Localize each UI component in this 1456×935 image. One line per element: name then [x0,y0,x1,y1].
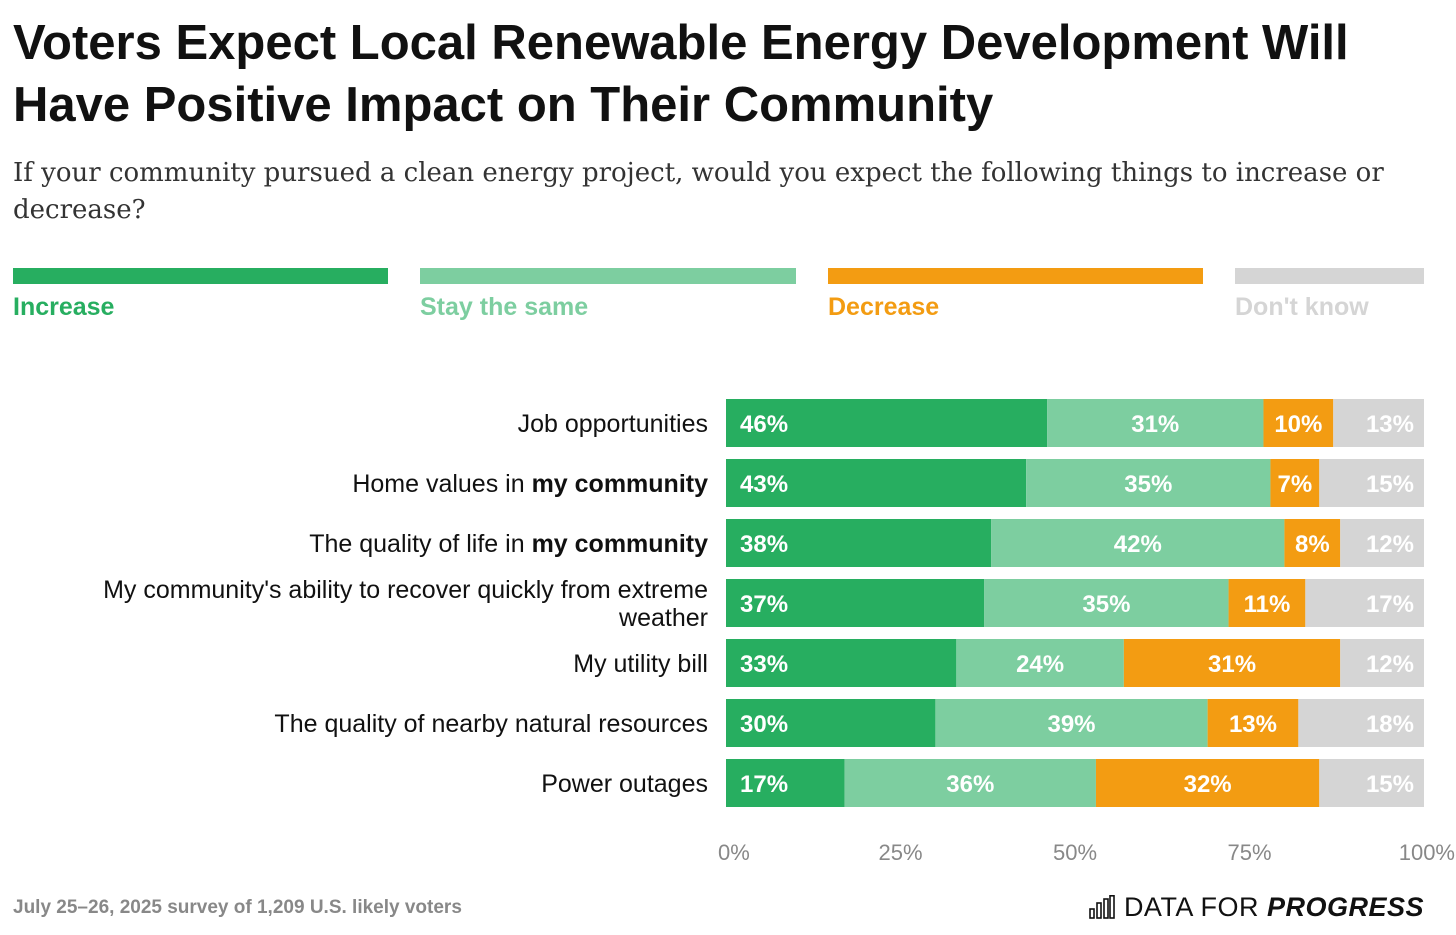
data-label: 39% [1047,711,1095,738]
legend-label-dont-know: Don't know [1235,293,1369,321]
data-label: 46% [740,411,788,438]
bar-segment-don-t-know [1305,579,1424,627]
chart-subtitle: If your community pursued a clean energy… [13,158,1384,225]
data-label: 12% [1366,531,1414,558]
bar-segment-don-t-know [1333,399,1424,447]
data-label: 12% [1366,651,1414,678]
data-label: 13% [1366,411,1414,438]
bar-segment-increase [726,639,957,687]
bar-segment-stay-the-same [991,519,1285,567]
legend-label-stay-the-same: Stay the same [420,293,589,321]
legend-swatch-decrease [828,268,1203,284]
bar-segment-stay-the-same [1026,459,1271,507]
x-tick-label: 50% [1053,840,1097,865]
data-label: 42% [1114,531,1162,558]
bar-segment-decrease [1228,579,1306,627]
data-label: 17% [1366,591,1414,618]
bar-segment-stay-the-same [844,759,1096,807]
data-label: 15% [1366,471,1414,498]
legend-item-increase: Increase [13,268,388,328]
bar-segment-increase [726,459,1027,507]
data-label: 43% [740,471,788,498]
data-label: 8% [1295,531,1330,558]
legend-swatch-stay-the-same [420,268,796,284]
x-tick-label: 75% [1227,840,1271,865]
legend-swatch-dont-know [1235,268,1424,284]
data-label: 10% [1274,411,1322,438]
legend-swatch-increase [13,268,388,284]
category-label: My community's ability to recover quickl… [103,576,708,632]
category-label: Power outages [541,770,708,798]
data-label: 15% [1366,771,1414,798]
data-label: 7% [1278,471,1313,498]
data-label: 30% [740,711,788,738]
bar-segment-decrease [1284,519,1341,567]
data-label: 17% [740,771,788,798]
legend: Increase Stay the same Decrease Don't kn… [13,268,1424,328]
bar-segment-decrease [1270,459,1320,507]
bar-segment-stay-the-same [956,639,1124,687]
category-label: The quality of nearby natural resources [274,710,708,738]
data-label: 31% [1208,651,1256,678]
brand-prefix: DATA FOR [1123,891,1267,922]
legend-item-dont-know: Don't know [1235,268,1424,328]
bar-segment-don-t-know [1298,699,1424,747]
survey-note: July 25–26, 2025 survey of 1,209 U.S. li… [13,897,462,918]
x-tick-label: 100% [1399,840,1455,865]
bar-segment-decrease [1095,759,1320,807]
category-label: Home values in my community [352,470,708,498]
data-label: 13% [1229,711,1277,738]
brand-bold: PROGRESS [1266,891,1424,922]
bar-segment-increase [726,699,936,747]
bar-segment-decrease [1123,639,1341,687]
bar-segment-stay-the-same [984,579,1229,627]
bar-segment-increase [726,759,845,807]
bar-segment-decrease [1263,399,1334,447]
data-label: 35% [1082,591,1130,618]
bar-segment-decrease [1207,699,1299,747]
chart-title: Voters Expect Local Renewable Energy Dev… [13,16,1349,132]
bar-segment-don-t-know [1340,519,1424,567]
bar-segment-stay-the-same [935,699,1208,747]
legend-item-stay-the-same: Stay the same [420,268,796,328]
legend-label-increase: Increase [13,293,115,321]
legend-item-decrease: Decrease [828,268,1203,328]
data-label: 36% [946,771,994,798]
bar-segment-increase [726,579,985,627]
bar-segment-don-t-know [1340,639,1424,687]
bar-chart-logo-icon [1089,895,1115,919]
bar-segment-stay-the-same [1047,399,1264,447]
data-label: 32% [1184,771,1232,798]
category-label: My utility bill [573,650,708,678]
data-label: 35% [1124,471,1172,498]
category-label: Job opportunities [518,410,708,438]
data-label: 38% [740,531,788,558]
x-tick-label: 0% [718,840,750,865]
legend-label-decrease: Decrease [828,293,940,321]
data-label: 18% [1366,711,1414,738]
data-label: 11% [1244,591,1291,618]
data-label: 24% [1016,651,1064,678]
data-label: 33% [740,651,788,678]
bar-segment-don-t-know [1319,759,1424,807]
bar-segment-increase [726,519,992,567]
data-label: 37% [740,591,788,618]
bar-segment-increase [726,399,1048,447]
data-label: 31% [1131,411,1179,438]
bar-segment-don-t-know [1319,459,1424,507]
x-tick-label: 25% [878,840,922,865]
brand-text: DATA FOR PROGRESS [1124,892,1424,923]
category-label: The quality of life in my community [309,530,708,558]
brand-logo: DATA FOR PROGRESS [1089,890,1424,924]
